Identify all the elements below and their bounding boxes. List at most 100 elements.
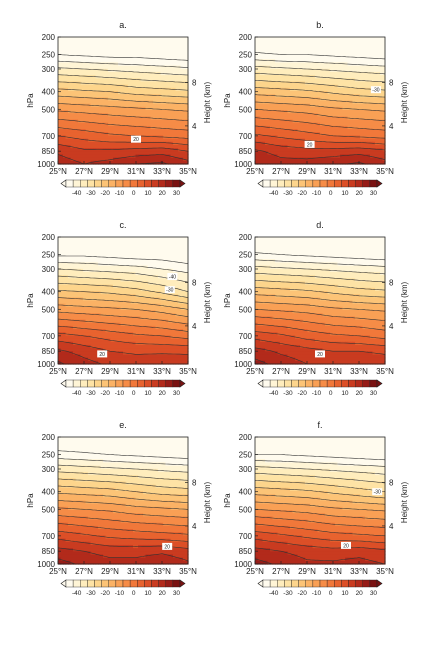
field-cell (103, 116, 107, 121)
field-cell (148, 148, 152, 152)
field-cell (163, 103, 167, 108)
field-cell (175, 75, 179, 79)
field-cell (315, 56, 319, 60)
field-cell (118, 43, 122, 48)
field-cell (73, 116, 77, 121)
field-cell (327, 110, 331, 114)
field-cell (105, 113, 109, 117)
field-cell (153, 135, 157, 140)
field-cell (178, 157, 182, 162)
field-cell (332, 94, 336, 98)
field-cell (65, 62, 69, 67)
field-cell (138, 125, 142, 130)
field-cell (310, 43, 314, 48)
y-tick-label: 250 (42, 51, 56, 60)
field-cell (123, 90, 127, 95)
field-cell (282, 62, 286, 67)
field-cell (83, 37, 87, 41)
field-cell (160, 40, 164, 44)
field-cell (153, 110, 157, 114)
field-cell (332, 37, 336, 41)
field-cell (292, 43, 296, 48)
field-cell (357, 56, 361, 60)
field-cell (60, 148, 64, 152)
field-cell (170, 125, 174, 130)
field-cell (125, 103, 129, 108)
field-cell (327, 71, 331, 76)
field-cell (90, 71, 94, 76)
field-cell (382, 59, 386, 63)
field-cell (75, 154, 79, 159)
field-cell (73, 46, 77, 51)
field-cell (150, 103, 154, 108)
field-cell (128, 49, 132, 54)
field-cell (340, 49, 344, 54)
field-cell (105, 87, 109, 92)
field-cell (260, 94, 264, 98)
field-cell (113, 90, 117, 95)
field-cell (178, 52, 182, 57)
field-cell (98, 141, 102, 146)
colorbar-swatch (355, 179, 363, 188)
field-cell (148, 94, 152, 98)
field-cell (75, 81, 79, 86)
field-cell (135, 110, 139, 114)
field-cell (175, 138, 179, 143)
field-cell (98, 84, 102, 89)
field-cell (58, 68, 62, 73)
field-cell (355, 46, 359, 51)
field-cell (327, 84, 331, 89)
field-cell (115, 43, 119, 48)
field-cell (297, 90, 301, 95)
field-cell (260, 68, 264, 73)
field-cell (123, 141, 127, 146)
field-cell (100, 116, 104, 121)
field-cell (317, 94, 321, 98)
field-cell (125, 141, 129, 146)
field-cell (68, 97, 72, 102)
field-cell (362, 52, 366, 57)
contour-line (57, 110, 189, 121)
field-cell (175, 100, 179, 105)
field-cell (140, 97, 144, 102)
field-cell (68, 144, 72, 149)
field-cell (265, 81, 269, 86)
field-cell (270, 113, 274, 117)
field-cell (98, 160, 102, 165)
field-cell (317, 100, 321, 105)
field-cell (330, 75, 334, 79)
field-cell (118, 52, 122, 57)
field-cell (185, 138, 189, 143)
field-cell (143, 148, 147, 152)
field-cell (322, 75, 326, 79)
field-cell (150, 62, 154, 67)
field-cell (148, 65, 152, 70)
field-cell (255, 71, 259, 76)
field-cell (90, 40, 94, 44)
field-cell (165, 113, 169, 117)
field-cell (297, 68, 301, 73)
field-cell (123, 157, 127, 162)
field-cell (160, 75, 164, 79)
field-cell (168, 52, 172, 57)
field-cell (342, 94, 346, 98)
field-cell (95, 113, 99, 117)
field-cell (287, 100, 291, 105)
field-cell (103, 56, 107, 60)
field-cell (165, 68, 169, 73)
field-cell (282, 46, 286, 51)
field-cell (180, 40, 184, 44)
field-cell (138, 157, 142, 162)
field-cell (93, 68, 97, 73)
field-cell (285, 52, 289, 57)
field-cell (75, 138, 79, 143)
field-cell (305, 78, 309, 83)
field-cell (60, 135, 64, 140)
field-cell (103, 37, 107, 41)
field-cell (380, 46, 384, 51)
field-cell (103, 97, 107, 102)
field-cell (362, 81, 366, 86)
field-cell (78, 65, 82, 70)
field-cell (297, 103, 301, 108)
field-cell (277, 113, 281, 117)
